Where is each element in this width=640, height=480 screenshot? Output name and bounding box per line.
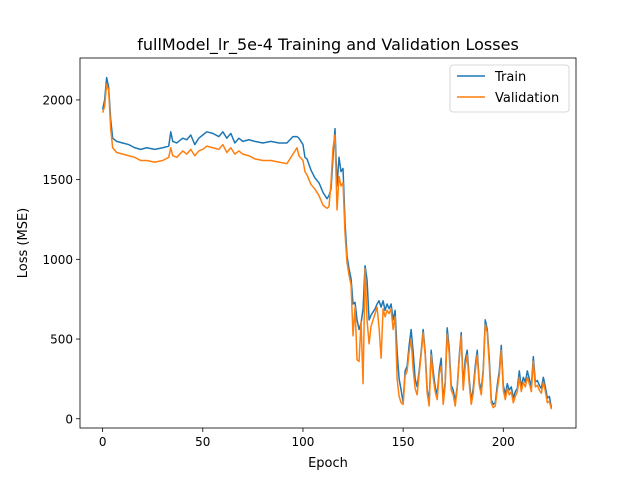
legend-label-train: Train (494, 70, 526, 85)
series-line-validation (101, 83, 553, 410)
x-tick-label: 50 (195, 435, 210, 449)
x-tick-label: 150 (392, 435, 415, 449)
axes-frame (79, 57, 577, 429)
x-tick-label: 200 (492, 435, 515, 449)
y-tick-label: 0 (65, 412, 73, 426)
x-tick-label: 0 (99, 435, 107, 449)
x-tick-label: 100 (292, 435, 315, 449)
legend-label-validation: Validation (495, 91, 559, 106)
y-axis: 0 500 1000 1500 2000 (42, 93, 80, 426)
series-layer (101, 76, 553, 410)
y-tick-label: 1500 (42, 173, 73, 187)
y-axis-label: Loss (MSE) (16, 208, 31, 278)
y-tick-label: 2000 (42, 93, 73, 107)
x-axis: 0 50 100 150 200 (99, 428, 515, 449)
legend: Train Validation (449, 64, 570, 113)
x-axis-label: Epoch (308, 456, 348, 471)
y-tick-label: 500 (50, 333, 73, 347)
chart-title: fullModel_lr_5e-4 Training and Validatio… (137, 35, 519, 55)
y-tick-label: 1000 (42, 253, 73, 267)
